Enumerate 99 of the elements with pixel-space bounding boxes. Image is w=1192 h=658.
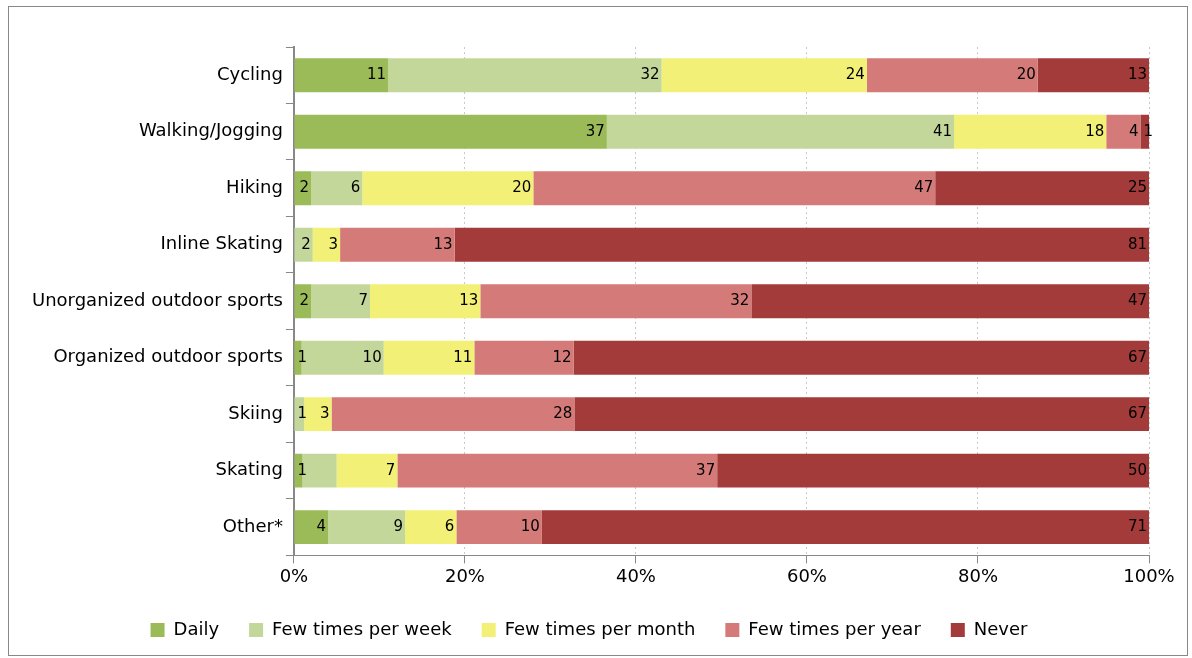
data-label: 1 [297, 404, 307, 423]
y-tick-label: Walking/Jogging [138, 119, 283, 141]
data-label: 37 [696, 460, 716, 479]
data-label: 11 [453, 347, 473, 366]
data-label: 7 [385, 460, 396, 479]
bar [661, 58, 867, 93]
y-tick-label: Other* [222, 514, 283, 536]
bar [312, 227, 341, 262]
bar [474, 340, 574, 375]
data-label: 4 [316, 517, 327, 536]
bar [405, 510, 457, 545]
data-label: 13 [459, 291, 479, 310]
bar [383, 340, 475, 375]
data-label: 2 [299, 291, 310, 310]
y-tick-label: Cycling [216, 62, 283, 84]
bar [294, 227, 313, 262]
y-tick-label: Organized outdoor sports [53, 345, 283, 367]
bar [301, 340, 384, 375]
data-label: 13 [1127, 65, 1147, 84]
bar [294, 171, 312, 206]
bar [311, 284, 371, 319]
legend-label: Few times per week [272, 617, 453, 639]
bar [397, 453, 718, 488]
x-tick-label: 40% [615, 564, 656, 586]
bar [954, 114, 1107, 149]
bar [606, 114, 955, 149]
data-label: 81 [1127, 234, 1147, 253]
data-label: 10 [520, 517, 540, 536]
bar [1037, 58, 1149, 93]
data-label: 6 [350, 178, 361, 197]
data-label: 4 [1128, 121, 1139, 140]
data-label: 7 [358, 291, 369, 310]
legend-label: Few times per year [748, 617, 922, 639]
data-label: 1 [297, 347, 307, 366]
data-label: 1 [297, 460, 307, 479]
y-tick-label: Skating [215, 458, 283, 480]
data-label: 32 [730, 291, 750, 310]
x-tick-label: 0% [279, 564, 309, 586]
x-tick-label: 100% [1123, 564, 1175, 586]
y-tick-label: Inline Skating [160, 232, 283, 254]
x-tick-label: 60% [786, 564, 827, 586]
bar [751, 284, 1149, 319]
legend-label: Daily [173, 617, 220, 639]
data-label: 25 [1127, 178, 1147, 197]
bar [331, 397, 575, 432]
bar [294, 114, 607, 149]
bar [574, 397, 1149, 432]
data-label: 47 [1127, 291, 1147, 310]
bar [311, 171, 363, 206]
bar [935, 171, 1149, 206]
data-label: 10 [362, 347, 382, 366]
data-label: 11 [366, 65, 386, 84]
bar [533, 171, 936, 206]
x-tick-label: 80% [957, 564, 998, 586]
data-label: 13 [433, 234, 453, 253]
bar [340, 227, 455, 262]
data-label: 3 [328, 234, 339, 253]
bar [294, 510, 329, 545]
bar [456, 510, 542, 545]
data-label: 32 [640, 65, 660, 84]
bar [866, 58, 1038, 93]
data-label: 71 [1127, 517, 1147, 536]
data-label: 6 [444, 517, 455, 536]
data-label: 20 [1016, 65, 1036, 84]
y-tick-label: Unorganized outdoor sports [32, 288, 283, 310]
bar [328, 510, 406, 545]
bar [454, 227, 1149, 262]
bar [541, 510, 1149, 545]
bar [336, 453, 398, 488]
bar [387, 58, 662, 93]
bar [573, 340, 1149, 375]
data-label: 50 [1127, 460, 1147, 479]
bar [370, 284, 481, 319]
bar [304, 397, 332, 432]
data-label: 20 [512, 178, 532, 197]
data-label: 3 [320, 404, 330, 423]
data-label: 47 [914, 178, 934, 197]
y-tick-label: Hiking [226, 175, 283, 197]
bar [294, 284, 312, 319]
legend-label: Few times per month [504, 617, 696, 639]
data-label: 12 [552, 347, 572, 366]
data-label: 18 [1085, 121, 1105, 140]
y-tick-label: Skiing [228, 401, 283, 423]
data-label: 37 [585, 121, 605, 140]
data-label: 24 [845, 65, 865, 84]
data-label: 41 [932, 121, 953, 140]
bar [294, 58, 388, 93]
data-label: 67 [1127, 404, 1147, 423]
data-label: 28 [553, 404, 573, 423]
legend-label: Never [973, 617, 1029, 639]
bar [362, 171, 534, 206]
bar [1106, 114, 1141, 149]
x-tick-label: 20% [444, 564, 485, 586]
bar [480, 284, 752, 319]
data-label: 2 [299, 178, 310, 197]
bar [717, 453, 1149, 488]
data-label: 67 [1127, 347, 1147, 366]
data-label: 9 [393, 517, 404, 536]
data-label: 2 [301, 234, 311, 253]
